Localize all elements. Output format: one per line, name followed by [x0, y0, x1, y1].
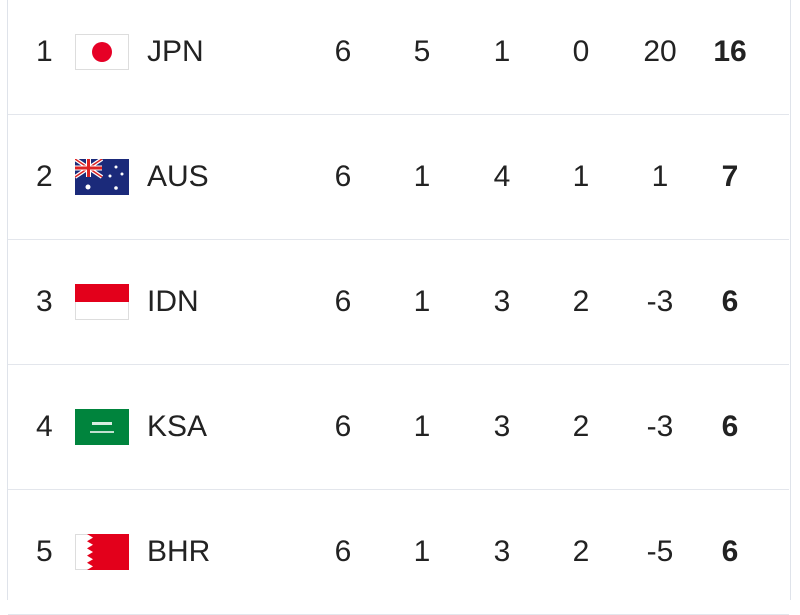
- points: 6: [721, 285, 739, 318]
- stat: 3: [493, 410, 511, 443]
- points: 6: [721, 535, 739, 568]
- team-name: BHR: [147, 535, 211, 568]
- team-name: IDN: [147, 285, 199, 318]
- stat: 1: [413, 410, 431, 443]
- team-name: JPN: [147, 35, 204, 68]
- points: 6: [721, 410, 739, 443]
- stat: 1: [572, 160, 590, 193]
- stat: 2: [572, 410, 590, 443]
- table-row: 2 AUS 6 1 4 1 1 7: [8, 115, 789, 240]
- stat: 3: [493, 535, 511, 568]
- team-name: KSA: [147, 410, 208, 443]
- flag: [75, 159, 129, 195]
- stat: -3: [646, 410, 674, 443]
- table-row: 4 KSA 6 1 3 2 -3 6: [8, 365, 789, 490]
- stat: 1: [413, 535, 431, 568]
- team-name: AUS: [147, 160, 209, 193]
- points: 16: [713, 35, 747, 68]
- stat: 0: [572, 35, 590, 68]
- rank: 3: [36, 285, 53, 318]
- rank: 2: [36, 160, 53, 193]
- stat: 5: [413, 35, 431, 68]
- stat: 4: [493, 160, 511, 193]
- rank: 1: [36, 35, 53, 68]
- page: 1 JPN 6 5 1 0 20 16 2 AUS 6 1 4 1 1 7 3 IDN 6 1 3 2 -3 6 4 KSA 6 1 3…: [7, 0, 791, 615]
- rank: 5: [36, 535, 53, 568]
- stat: 6: [334, 285, 352, 318]
- stat: 2: [572, 535, 590, 568]
- stat: 6: [334, 410, 352, 443]
- table-row: 5 BHR 6 1 3 2 -5 6: [8, 490, 789, 615]
- stat: -3: [646, 285, 674, 318]
- stat: 1: [413, 285, 431, 318]
- flag: [75, 284, 129, 320]
- stat: 3: [493, 285, 511, 318]
- stat: 1: [651, 160, 669, 193]
- table-frame: [7, 0, 791, 600]
- flag: [75, 34, 129, 70]
- stat: 1: [413, 160, 431, 193]
- stat: 1: [493, 35, 511, 68]
- table-row: 1 JPN 6 5 1 0 20 16: [8, 0, 789, 115]
- flag: [75, 409, 129, 445]
- stat: -5: [646, 535, 674, 568]
- points: 7: [721, 160, 739, 193]
- stat: 6: [334, 160, 352, 193]
- stat: 2: [572, 285, 590, 318]
- stat: 20: [643, 35, 677, 68]
- stat: 6: [334, 35, 352, 68]
- flag: [75, 534, 129, 570]
- stat: 6: [334, 535, 352, 568]
- table-row: 3 IDN 6 1 3 2 -3 6: [8, 240, 789, 365]
- rank: 4: [36, 410, 53, 443]
